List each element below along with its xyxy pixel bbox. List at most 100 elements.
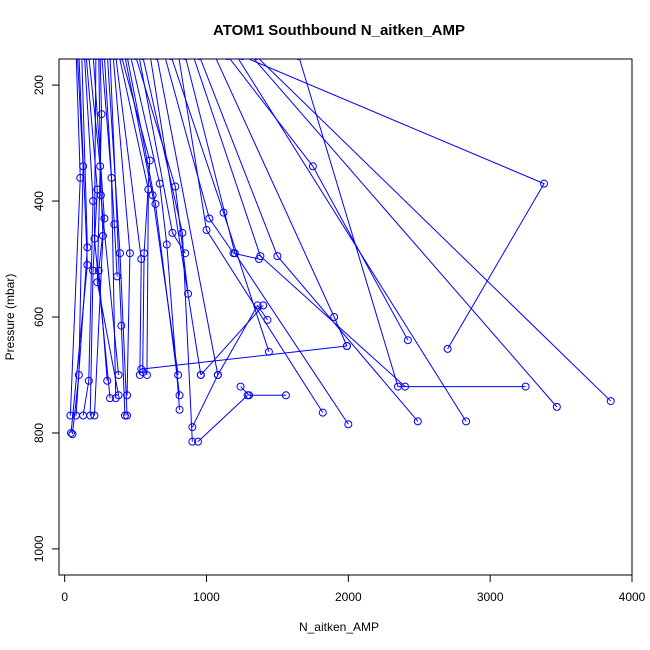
data-point	[82, 50, 89, 57]
data-point	[521, 382, 530, 391]
profile-line	[150, 59, 202, 376]
profile-line	[237, 59, 467, 422]
data-point	[202, 226, 211, 235]
data-point	[93, 59, 99, 61]
data-point	[123, 391, 132, 400]
data-point	[193, 437, 202, 446]
data-point	[98, 231, 107, 240]
profile-line	[98, 59, 120, 376]
data-point	[330, 313, 339, 321]
profile-line	[124, 59, 179, 376]
data-point	[90, 411, 99, 420]
data-point	[115, 249, 124, 258]
profile-line	[109, 59, 126, 416]
y-tick-label: 400	[32, 191, 46, 211]
y-tick-label: 1000	[32, 535, 46, 562]
data-point	[196, 59, 203, 61]
data-point	[175, 50, 182, 57]
data-point	[188, 437, 197, 446]
x-tick-label: 4000	[619, 590, 646, 604]
profile-line	[215, 59, 348, 347]
data-point	[162, 240, 171, 249]
data-point	[146, 50, 153, 57]
data-point	[253, 301, 262, 310]
profile-line	[165, 59, 260, 260]
y-axis-label: Pressure (mbar)	[3, 274, 17, 361]
profile-line	[178, 59, 324, 413]
data-point	[239, 59, 245, 61]
data-point	[84, 376, 93, 385]
data-point	[154, 59, 160, 61]
data-point	[295, 59, 302, 61]
data-point	[78, 50, 85, 57]
data-point	[259, 301, 268, 310]
data-point	[155, 179, 164, 188]
profile-line	[197, 394, 248, 443]
data-point	[79, 162, 88, 171]
profile-line	[75, 59, 88, 416]
y-tick-label: 200	[32, 75, 46, 95]
y-axis: 200 400 600 800 1000	[32, 75, 60, 562]
data-point	[256, 252, 265, 261]
data-point	[96, 162, 105, 171]
profile-line	[185, 59, 349, 425]
profile-line	[156, 59, 219, 376]
profile-line	[299, 59, 526, 388]
profile-line	[240, 386, 286, 396]
profile-line	[85, 59, 98, 416]
y-tick-label: 800	[32, 423, 46, 443]
data-point	[97, 110, 106, 119]
data-point	[196, 370, 205, 379]
data-point	[100, 214, 109, 223]
data-point	[443, 344, 452, 353]
data-point	[308, 162, 317, 171]
profile-line	[200, 59, 419, 422]
data-point	[540, 179, 549, 188]
data-point	[93, 185, 102, 194]
data-point	[139, 59, 146, 61]
data-point	[111, 394, 120, 403]
data-point	[117, 321, 126, 330]
y-tick-label: 600	[32, 307, 46, 327]
data-point	[86, 59, 92, 61]
profile-line	[104, 59, 118, 277]
data-point	[552, 402, 561, 411]
x-tick-label: 2000	[335, 590, 362, 604]
profile-line	[93, 59, 111, 399]
data-point	[114, 391, 123, 400]
data-point	[68, 430, 77, 439]
data-point	[142, 370, 151, 379]
profile-line	[127, 59, 181, 396]
data-point	[89, 266, 98, 275]
plot-frame	[58, 58, 633, 576]
data-point	[126, 50, 133, 57]
data-point	[75, 50, 82, 57]
profile-line	[130, 59, 181, 410]
data-point	[342, 341, 351, 350]
data-point	[219, 208, 228, 217]
data-point	[74, 59, 81, 61]
data-point	[140, 249, 149, 258]
data-point	[74, 370, 83, 379]
data-point	[113, 272, 122, 281]
data-point	[95, 50, 102, 57]
data-point	[168, 228, 177, 237]
data-point	[188, 423, 197, 432]
data-point	[97, 59, 103, 61]
data-point	[93, 278, 102, 287]
data-point	[83, 243, 92, 252]
data-point	[135, 50, 142, 57]
profile-line	[70, 59, 88, 434]
data-point	[606, 397, 615, 406]
data-point	[168, 59, 174, 61]
data-point	[181, 249, 190, 258]
data-point	[81, 59, 88, 61]
data-point	[103, 376, 112, 385]
data-point	[210, 50, 217, 57]
profile-line	[82, 59, 94, 416]
data-point	[184, 289, 193, 298]
profile-line	[69, 59, 81, 416]
data-point	[263, 315, 272, 324]
profile-line	[115, 59, 142, 375]
